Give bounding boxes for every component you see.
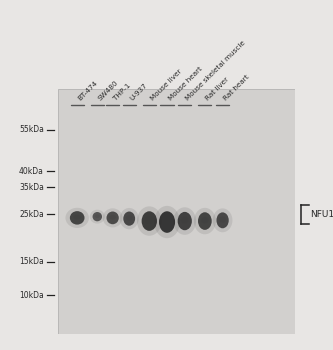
Text: 10kDa: 10kDa	[19, 290, 44, 300]
Ellipse shape	[201, 217, 209, 224]
Ellipse shape	[145, 216, 154, 224]
Ellipse shape	[93, 212, 102, 221]
Text: 35kDa: 35kDa	[19, 183, 44, 192]
Ellipse shape	[181, 217, 189, 224]
Text: BT-474: BT-474	[77, 79, 99, 102]
Ellipse shape	[123, 211, 135, 226]
Ellipse shape	[95, 215, 100, 218]
Ellipse shape	[173, 207, 196, 235]
Text: 40kDa: 40kDa	[19, 167, 44, 176]
Text: 25kDa: 25kDa	[19, 210, 44, 219]
Ellipse shape	[219, 217, 226, 223]
Ellipse shape	[120, 208, 139, 229]
Ellipse shape	[216, 212, 229, 228]
Ellipse shape	[154, 206, 180, 238]
Text: Rat heart: Rat heart	[222, 74, 251, 102]
Ellipse shape	[163, 217, 171, 225]
Ellipse shape	[126, 215, 133, 220]
Ellipse shape	[137, 206, 162, 236]
Ellipse shape	[142, 211, 157, 231]
Text: 55kDa: 55kDa	[19, 125, 44, 134]
Ellipse shape	[66, 208, 89, 228]
Text: NFU1: NFU1	[310, 210, 333, 219]
Ellipse shape	[194, 208, 216, 234]
Ellipse shape	[109, 215, 116, 220]
Ellipse shape	[178, 212, 192, 230]
Ellipse shape	[103, 208, 123, 228]
Text: U-937: U-937	[129, 82, 149, 102]
Ellipse shape	[198, 212, 212, 230]
Text: THP-1: THP-1	[113, 82, 132, 102]
Text: Mouse heart: Mouse heart	[167, 65, 203, 102]
Ellipse shape	[90, 210, 105, 224]
Ellipse shape	[159, 211, 175, 233]
Text: Rat liver: Rat liver	[205, 76, 230, 102]
Ellipse shape	[213, 208, 232, 232]
Ellipse shape	[107, 211, 119, 224]
Text: SW480: SW480	[97, 79, 120, 102]
Text: 15kDa: 15kDa	[19, 258, 44, 266]
Ellipse shape	[70, 211, 85, 225]
Ellipse shape	[73, 215, 81, 220]
Text: Mouse skeletal muscle: Mouse skeletal muscle	[185, 39, 247, 102]
Text: Mouse liver: Mouse liver	[149, 68, 183, 102]
